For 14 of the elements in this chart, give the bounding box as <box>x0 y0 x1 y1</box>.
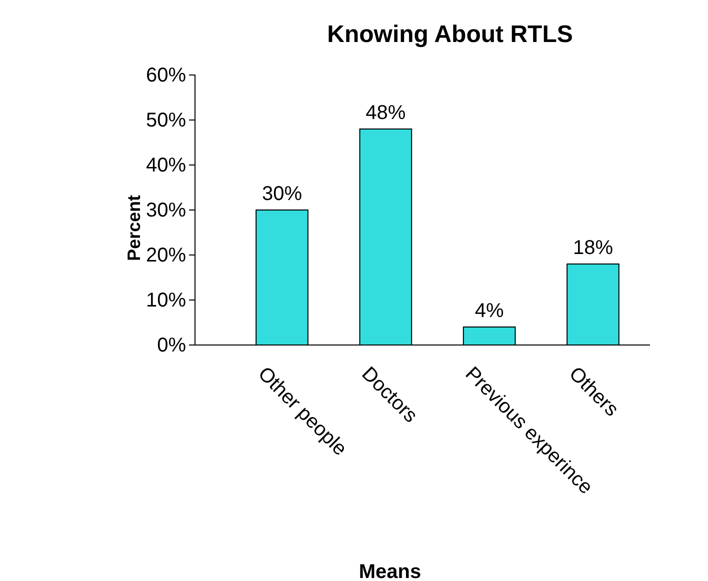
y-tick-label: 10% <box>146 289 186 312</box>
y-tick-label: 50% <box>146 109 186 132</box>
y-tick-label: 60% <box>146 64 186 86</box>
y-tick-label: 30% <box>146 199 186 222</box>
x-axis-title: Means <box>358 561 422 581</box>
chart-title: Knowing About RTLS <box>327 21 573 48</box>
data-label: 30% <box>262 183 302 205</box>
y-tick-label: 0% <box>157 334 186 356</box>
y-tick-label: 20% <box>146 244 186 266</box>
data-label: 4% <box>474 300 504 322</box>
y-axis-title: Percent <box>124 194 144 262</box>
data-label: 18% <box>572 237 614 259</box>
data-label: 48% <box>366 102 406 124</box>
y-tick-label: 40% <box>146 154 186 176</box>
